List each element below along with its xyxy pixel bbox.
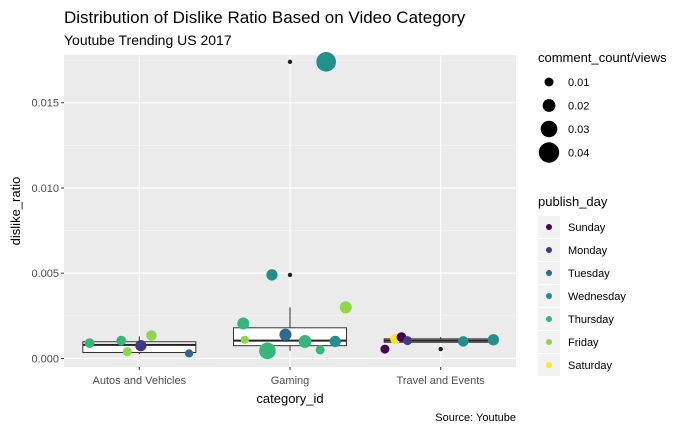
color-legend-label: Wednesday [568, 291, 626, 303]
outlier-point [287, 272, 293, 278]
color-legend-key [546, 224, 552, 230]
x-tick-label: Gaming [271, 375, 310, 387]
data-point [135, 340, 147, 352]
data-point [259, 342, 276, 360]
data-point [266, 269, 278, 281]
y-axis-ticks: 0.000 0.005 0.010 0.015 [31, 98, 64, 365]
color-legend-label: Tuesday [568, 268, 610, 280]
size-legend-label: 0.02 [568, 101, 589, 113]
color-legend-label: Sunday [568, 222, 606, 234]
y-tick-label: 0.000 [31, 353, 59, 365]
size-legend-key [544, 77, 554, 87]
data-point [184, 349, 194, 358]
data-point [146, 330, 157, 341]
data-point [240, 335, 249, 344]
outlier-point [438, 346, 443, 352]
color-legend-label: Saturday [568, 360, 613, 372]
chart-subtitle: Youtube Trending US 2017 [64, 32, 232, 48]
data-point [316, 51, 336, 72]
color-legend-label: Monday [568, 245, 608, 257]
color-legend-key [546, 270, 552, 276]
data-point [458, 336, 469, 347]
data-point [339, 301, 352, 314]
color-legend-key [546, 339, 552, 345]
color-legend-key [546, 293, 552, 299]
x-tick-label: Travel and Events [397, 375, 486, 387]
x-tick-label: Autos and Vehicles [93, 375, 187, 387]
size-legend-title: comment_count/views [538, 50, 667, 65]
data-point [403, 336, 413, 346]
y-tick-label: 0.015 [31, 98, 59, 110]
size-legend-label: 0.01 [568, 77, 589, 89]
color-legend-label: Thursday [568, 314, 614, 326]
y-tick-label: 0.010 [31, 183, 59, 195]
x-axis-label: category_id [256, 391, 323, 406]
y-axis-label: dislike_ratio [8, 177, 23, 246]
color-legend-key [546, 316, 552, 322]
size-legend-key [538, 142, 560, 163]
size-legend-label: 0.04 [568, 148, 589, 160]
data-point [380, 344, 390, 354]
chart-caption: Source: Youtube [435, 412, 516, 424]
color-legend: Sunday Monday Tuesday Wednesday Thursday Frid… [538, 216, 626, 376]
size-legend: 0.01 0.02 0.03 0.04 [538, 77, 589, 163]
data-point [298, 335, 312, 348]
color-legend-label: Friday [568, 337, 599, 349]
color-legend-key [546, 247, 552, 253]
x-axis-ticks: Autos and Vehicles Gaming Travel and Event… [93, 367, 486, 387]
size-legend-label: 0.03 [568, 124, 589, 136]
data-point [122, 347, 132, 357]
chart-title: Distribution of Dislike Ratio Based on V… [64, 8, 466, 27]
color-legend-title: publish_day [538, 194, 608, 209]
size-legend-key [542, 99, 556, 112]
data-point [237, 317, 250, 330]
color-legend-key [546, 362, 552, 368]
data-point [279, 328, 292, 341]
outlier-point [287, 59, 293, 65]
data-points [84, 51, 500, 360]
y-tick-label: 0.005 [31, 268, 59, 280]
data-point [84, 338, 95, 349]
data-point [487, 334, 500, 346]
data-point [329, 335, 341, 348]
data-point [116, 335, 127, 346]
size-legend-key [540, 120, 558, 138]
data-point [315, 345, 325, 355]
